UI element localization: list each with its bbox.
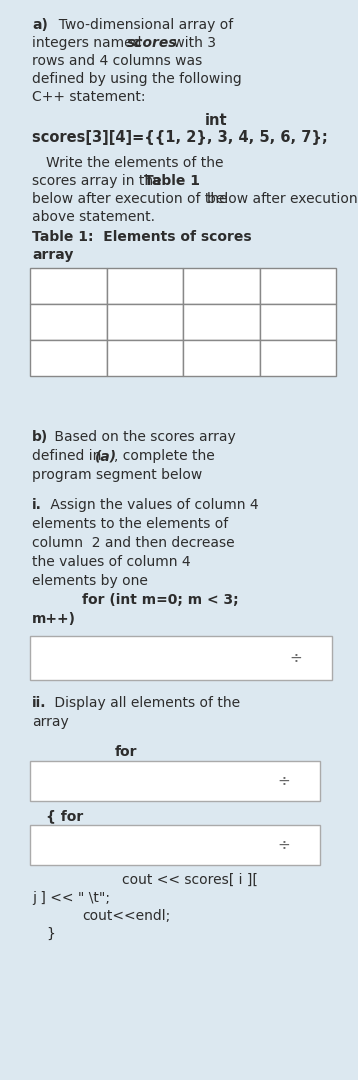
Text: array: array (32, 248, 73, 262)
Bar (260, 303, 336, 340)
Bar (106, 303, 183, 340)
Bar (183, 268, 260, 303)
Text: a): a) (32, 18, 48, 32)
Text: below after execution of the: below after execution of the (207, 192, 358, 206)
Text: }: } (46, 927, 55, 941)
Text: elements to the elements of: elements to the elements of (32, 517, 228, 531)
Bar (30, 303, 106, 340)
Text: j ] << " \t";: j ] << " \t"; (32, 891, 110, 905)
Bar (260, 268, 336, 303)
Text: ii.: ii. (32, 696, 47, 710)
Text: for: for (115, 745, 137, 759)
Text: defined in: defined in (32, 449, 106, 463)
Text: array: array (32, 715, 69, 729)
Text: { for: { for (46, 809, 83, 823)
Text: for (int m=0; m < 3;: for (int m=0; m < 3; (82, 593, 239, 607)
Bar (183, 303, 260, 340)
Text: scores: scores (127, 36, 178, 50)
Text: column  2 and then decrease: column 2 and then decrease (32, 536, 234, 550)
Bar (260, 340, 336, 376)
Text: rows and 4 columns was: rows and 4 columns was (32, 54, 202, 68)
Text: elements by one: elements by one (32, 573, 148, 588)
Text: m++): m++) (32, 612, 76, 626)
Text: ÷: ÷ (277, 773, 290, 788)
Text: defined by using the following: defined by using the following (32, 72, 242, 86)
Text: the values of column 4: the values of column 4 (32, 555, 190, 569)
Text: cout<<endl;: cout<<endl; (82, 909, 170, 923)
Text: , complete the: , complete the (114, 449, 215, 463)
Text: C++ statement:: C++ statement: (32, 90, 145, 104)
Text: b): b) (32, 430, 48, 444)
Bar (106, 268, 183, 303)
Text: Assign the values of column 4: Assign the values of column 4 (46, 498, 258, 512)
Text: program segment below: program segment below (32, 468, 202, 482)
Text: Two-dimensional array of: Two-dimensional array of (50, 18, 233, 32)
Text: Table 1: Table 1 (144, 174, 200, 188)
Text: cout << scores[ i ][: cout << scores[ i ][ (122, 873, 258, 887)
Text: Display all elements of the: Display all elements of the (50, 696, 240, 710)
Bar (30, 268, 106, 303)
Text: (a): (a) (95, 449, 117, 463)
Bar (106, 340, 183, 376)
Text: integers named: integers named (32, 36, 146, 50)
Text: above statement.: above statement. (32, 210, 155, 224)
Text: int: int (205, 113, 228, 129)
Text: ÷: ÷ (289, 650, 302, 665)
Text: scores[3][4]={{1, 2}, 3, 4, 5, 6, 7};: scores[3][4]={{1, 2}, 3, 4, 5, 6, 7}; (32, 130, 328, 145)
Bar (30, 761, 320, 801)
Bar (30, 340, 106, 376)
Text: ÷: ÷ (277, 837, 290, 852)
Text: Based on the scores array: Based on the scores array (50, 430, 236, 444)
Text: with 3: with 3 (169, 36, 216, 50)
Bar (30, 825, 320, 865)
Bar (30, 636, 332, 680)
Text: scores array in the: scores array in the (32, 174, 166, 188)
Text: Write the elements of the: Write the elements of the (46, 156, 223, 170)
Text: i.: i. (32, 498, 42, 512)
Text: below after execution of the: below after execution of the (32, 192, 228, 206)
Bar (183, 340, 260, 376)
Text: Table 1:  Elements of scores: Table 1: Elements of scores (32, 230, 252, 244)
